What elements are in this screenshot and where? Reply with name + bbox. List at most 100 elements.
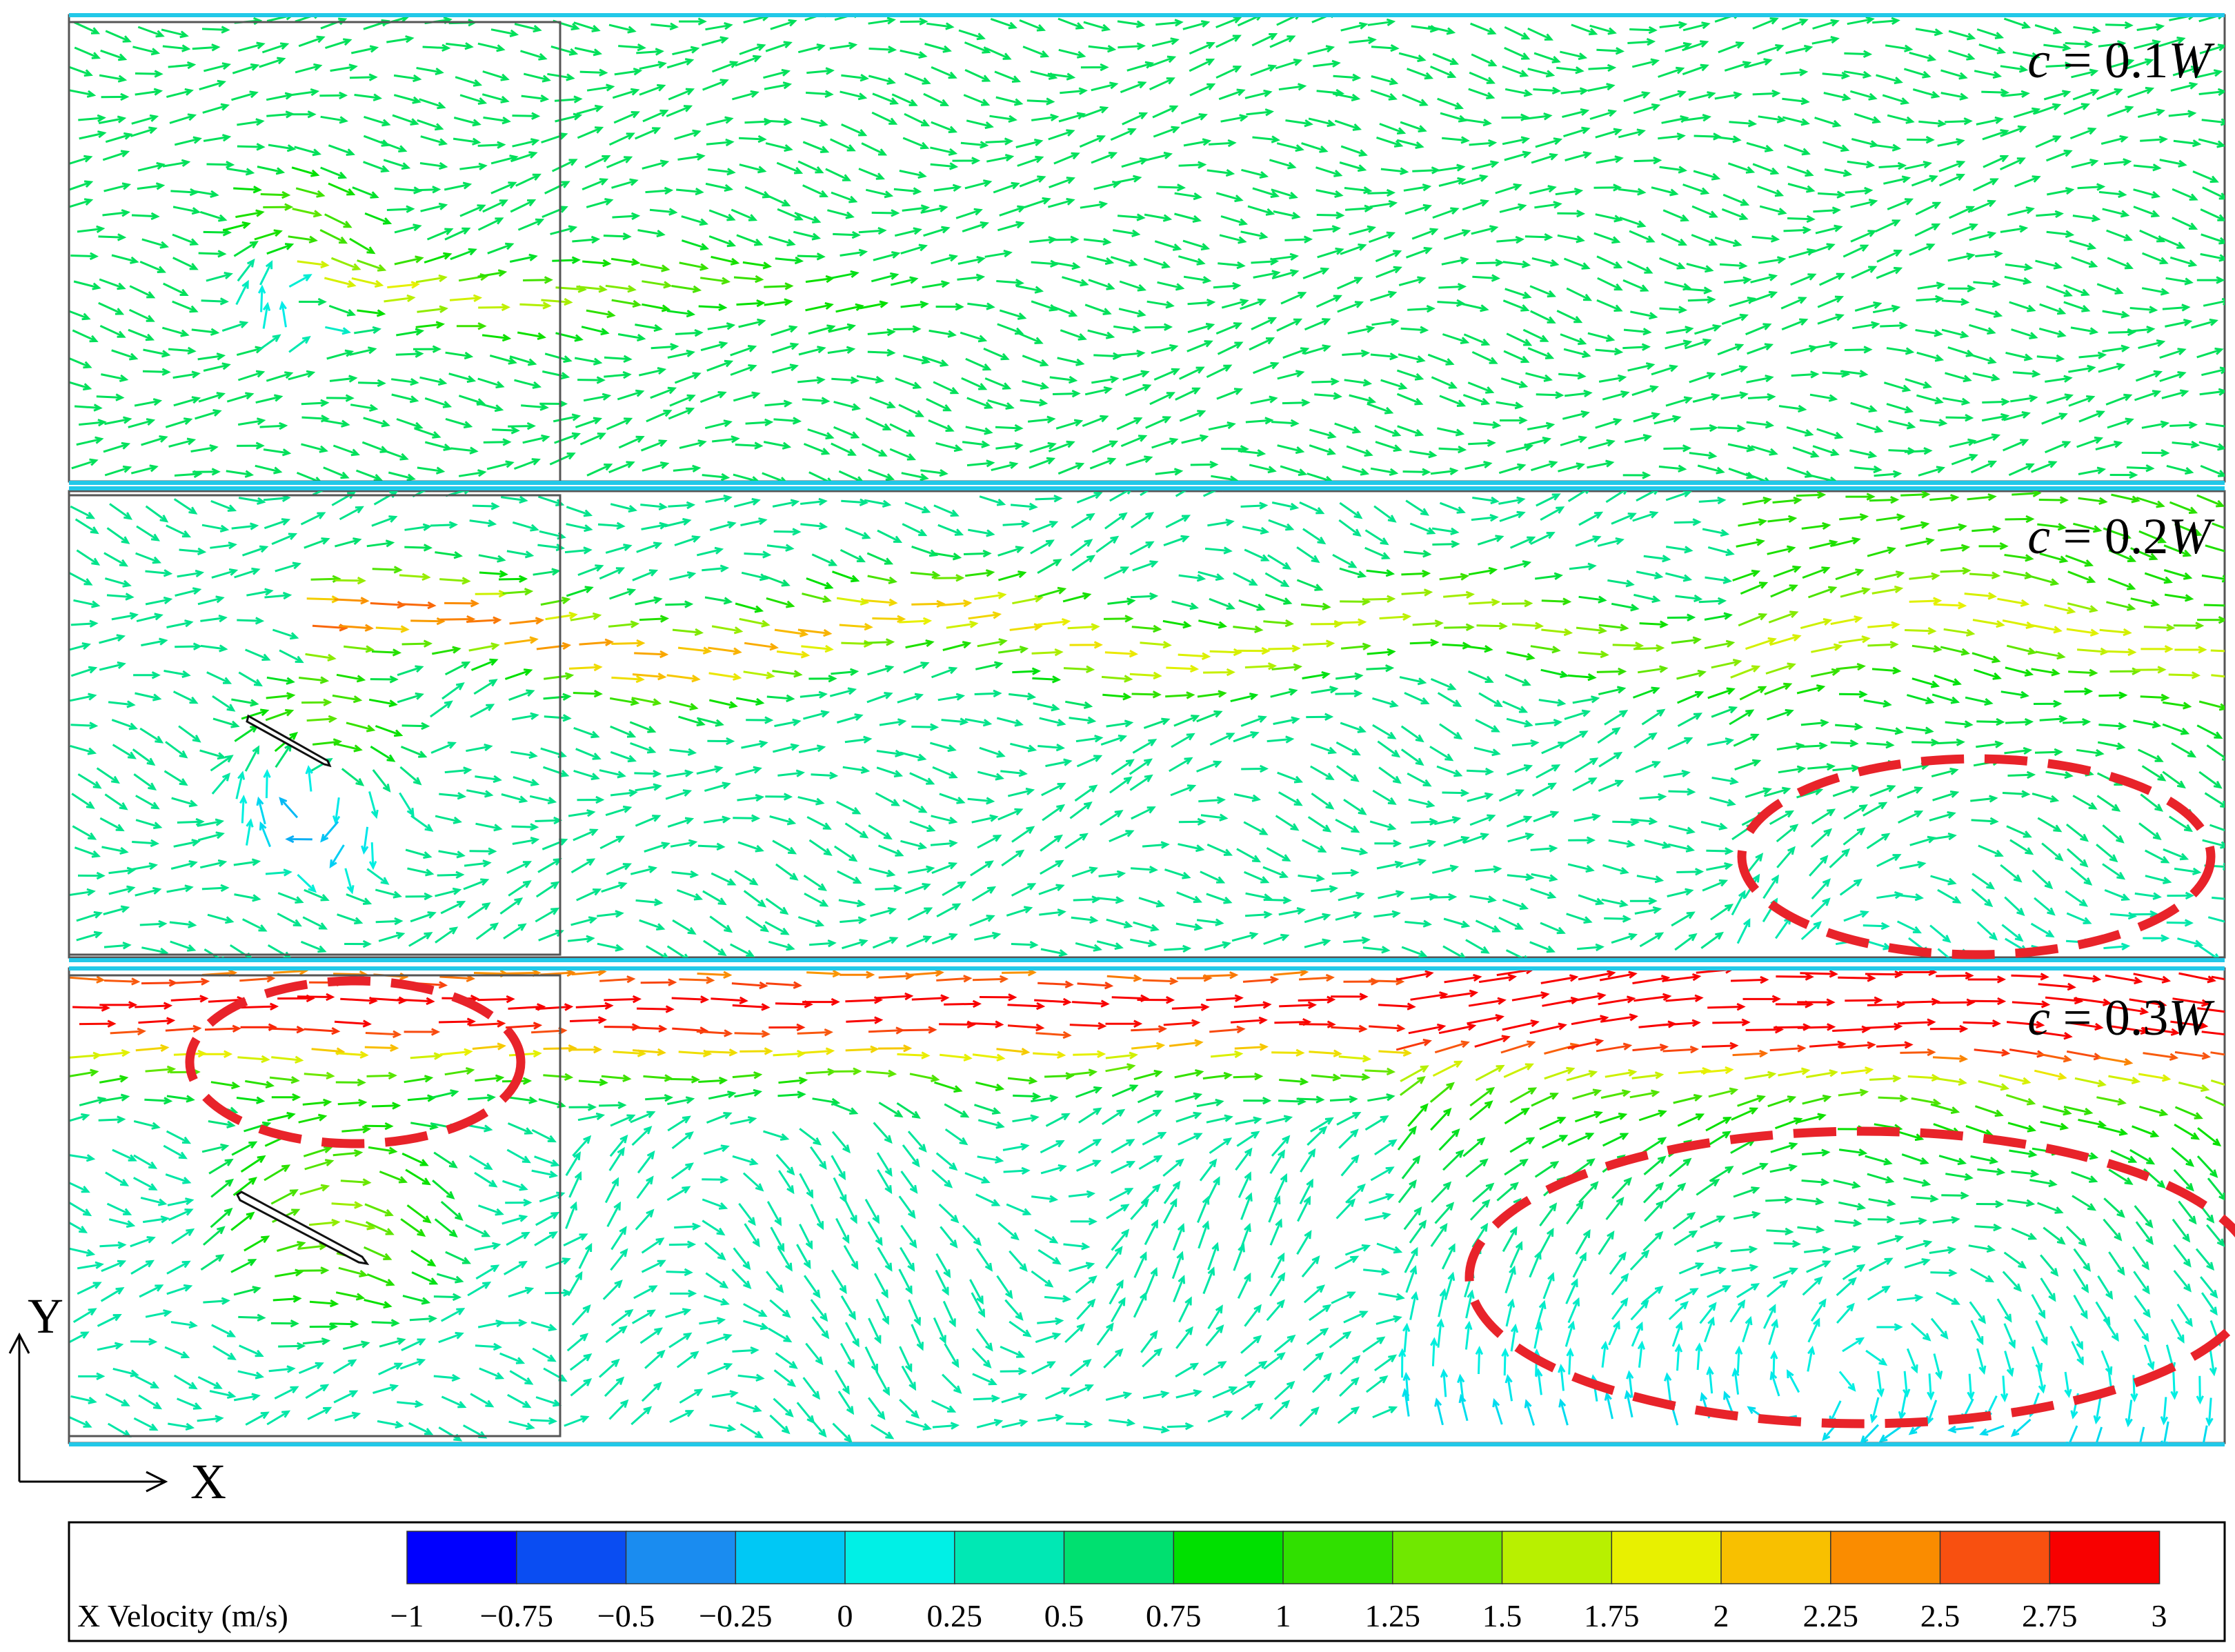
velocity-vector [1867,1173,1895,1184]
velocity-vector [368,1146,398,1155]
velocity-vector [1400,1076,1426,1096]
velocity-vector [1070,1217,1097,1226]
velocity-vector [768,1327,793,1343]
velocity-vector [997,546,1025,557]
velocity-vector [1469,1199,1491,1221]
velocity-vector [433,1293,462,1302]
velocity-vector [609,588,637,600]
velocity-vector [1836,1277,1857,1297]
velocity-vector [601,1074,632,1082]
velocity-vector [1243,821,1269,835]
velocity-vector [69,1154,96,1162]
velocity-vector [420,202,448,212]
velocity-vector [1146,300,1175,309]
velocity-vector [1911,677,1940,688]
velocity-vector [1237,1272,1251,1299]
velocity-vector [444,661,471,676]
velocity-vector [397,1400,424,1409]
velocity-vector [1969,571,2001,579]
velocity-vector [1659,166,1687,174]
velocity-vector [145,505,169,523]
velocity-vector [1273,1380,1295,1400]
velocity-vector [69,642,92,651]
velocity-vector [732,1071,763,1079]
velocity-vector [681,239,710,251]
velocity-vector [1976,921,1998,941]
colorbar-segment [2049,1531,2160,1584]
velocity-vector [1151,437,1179,449]
velocity-vector [2004,896,2025,917]
velocity-vector [2145,849,2170,864]
velocity-vector [1297,1195,1311,1222]
velocity-vector [702,1220,726,1236]
velocity-vector [166,1095,195,1103]
velocity-vector [1083,21,1111,32]
velocity-vector [1443,229,1471,240]
velocity-vector [2141,420,2170,429]
velocity-vector [1117,20,1146,28]
velocity-vector [1569,562,1597,571]
velocity-vector [870,907,897,917]
velocity-vector [1909,243,1936,256]
velocity-vector [1263,933,1290,945]
velocity-vector [1633,412,1661,423]
velocity-vector [1119,280,1146,292]
velocity-vector [1604,710,1629,726]
velocity-vector [1078,1107,1102,1124]
velocity-vector [1064,833,1089,849]
velocity-vector [2045,285,2073,297]
velocity-vector [168,346,197,355]
velocity-vector [482,70,510,81]
velocity-vector [2107,417,2134,429]
velocity-vector [1540,922,1566,935]
velocity-vector [469,519,497,528]
velocity-vector [2200,252,2225,262]
velocity-vector [1608,839,1636,848]
velocity-vector [1464,1320,1473,1350]
velocity-vector [357,309,386,317]
velocity-vector [1076,1298,1096,1320]
velocity-vector [74,46,101,59]
y-axis-label: Y [28,1288,63,1344]
velocity-vector [1541,1135,1569,1149]
velocity-vector [944,999,982,1008]
velocity-vector [2007,1122,2037,1133]
velocity-vector [2204,792,2225,808]
velocity-vector [1057,17,1085,30]
velocity-vector [573,770,600,781]
velocity-vector [1732,569,1761,581]
velocity-vector [1444,973,1482,984]
velocity-vector [244,745,260,772]
velocity-vector [1402,1322,1411,1353]
velocity-vector [2043,43,2072,52]
velocity-vector [1768,610,1799,624]
velocity-vector [142,1215,170,1224]
velocity-vector [1346,445,1373,457]
velocity-vector [509,1096,538,1104]
velocity-vector [1401,588,1433,597]
velocity-vector [1060,329,1087,341]
velocity-vector [1934,601,1967,610]
velocity-vector [617,333,646,342]
velocity-vector [130,126,158,137]
velocity-vector [860,300,889,310]
velocity-vector [1164,868,1191,879]
velocity-vector [971,886,997,902]
velocity-vector [708,672,742,681]
velocity-vector [2201,118,2225,126]
velocity-vector [135,70,163,78]
velocity-vector [132,748,156,766]
velocity-vector [200,1254,225,1271]
velocity-vector [802,184,829,198]
velocity-vector [320,821,339,843]
velocity-vector [1398,276,1427,286]
velocity-vector [766,694,795,703]
velocity-vector [346,721,376,733]
velocity-vector [997,808,1024,821]
velocity-vector [1785,44,1814,54]
panel-label-mid: c = 0.2W [2027,508,2215,565]
velocity-vector [2002,790,2031,798]
velocity-vector [2010,394,2038,403]
velocity-vector [1233,1243,1245,1271]
velocity-vector [803,1275,821,1299]
